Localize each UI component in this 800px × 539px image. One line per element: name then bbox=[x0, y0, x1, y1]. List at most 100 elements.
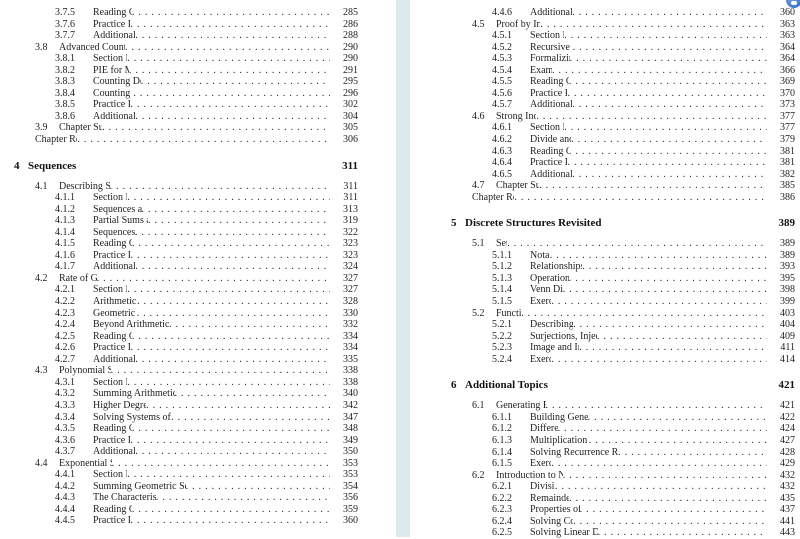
toc-entry[interactable]: 4.6.4 Practice Problems. . . . . . . . . … bbox=[492, 157, 795, 169]
toc-entry[interactable]: 5.2.1 Describing Functions. . . . . . . .… bbox=[492, 319, 795, 331]
toc-entry[interactable]: 4.6.3 Reading Questions. . . . . . . . . … bbox=[492, 146, 795, 158]
entry-label: Chapter Summary bbox=[59, 122, 103, 134]
toc-entry[interactable]: 5.1.4 Venn Diagrams. . . . . . . . . . . … bbox=[492, 284, 795, 296]
toc-entry[interactable]: 4.3 Polynomial Sequences. . . . . . . . .… bbox=[35, 365, 358, 377]
entry-page-number: 335 bbox=[343, 353, 358, 365]
toc-chapter-entry[interactable]: 4 Sequences 311 bbox=[14, 160, 358, 173]
toc-entry[interactable]: 4.4.1 Section Preview. . . . . . . . . . … bbox=[55, 469, 358, 481]
toc-entry[interactable]: 4.5.1 Section Preview. . . . . . . . . . … bbox=[492, 30, 795, 42]
entry-number: 5.2.1 bbox=[492, 319, 512, 331]
toc-entry[interactable]: 4.2.4 Beyond Arithmetic and Geometric Seq… bbox=[55, 319, 358, 331]
toc-entry[interactable]: 3.7.6 Practice Problems. . . . . . . . . … bbox=[55, 19, 358, 31]
entry-number: 6.2.1 bbox=[492, 481, 512, 493]
toc-entry[interactable]: 6.1.1 Building Generating Functions. . . … bbox=[492, 412, 795, 424]
toc-entry[interactable]: 4.1 Describing Sequences. . . . . . . . .… bbox=[35, 181, 358, 193]
toc-entry[interactable]: Chapter Review. . . . . . . . . . . . . … bbox=[472, 192, 795, 204]
notification-badge-icon[interactable] bbox=[786, 0, 800, 8]
toc-chapter-entry[interactable]: 6 Additional Topics 421 bbox=[451, 379, 795, 392]
toc-entry[interactable]: 4.4 Exponential Sequences. . . . . . . . … bbox=[35, 458, 358, 470]
toc-entry[interactable]: 4.2.6 Practice Problems. . . . . . . . . … bbox=[55, 342, 358, 354]
toc-entry[interactable]: 4.6.2 Divide and Conquer. . . . . . . . .… bbox=[492, 134, 795, 146]
toc-entry[interactable]: 5.2.4 Exercises. . . . . . . . . . . . . … bbox=[492, 354, 795, 366]
entry-page-number: 404 bbox=[780, 319, 795, 331]
toc-entry[interactable]: 4.2.5 Reading Questions. . . . . . . . . … bbox=[55, 331, 358, 343]
toc-entry[interactable]: 4.1.4 Sequences in python. . . . . . . . … bbox=[55, 227, 358, 239]
toc-entry[interactable]: 4.3.2 Summing Arithmetic Sequences: Rever… bbox=[55, 388, 358, 400]
toc-entry[interactable]: 4.4.5 Practice Problems. . . . . . . . . … bbox=[55, 515, 358, 527]
toc-entry[interactable]: 3.7.7 Additional Exercises. . . . . . . .… bbox=[55, 30, 358, 42]
toc-entry[interactable]: 4.2 Rate of Growth. . . . . . . . . . . .… bbox=[35, 273, 358, 285]
toc-entry[interactable]: 4.6 Strong Induction. . . . . . . . . . .… bbox=[472, 111, 795, 123]
toc-entry[interactable]: 4.1.5 Reading Questions. . . . . . . . . … bbox=[55, 238, 358, 250]
toc-entry[interactable]: 4.5 Proof by Induction. . . . . . . . . .… bbox=[472, 19, 795, 31]
toc-entry[interactable]: 4.6.5 Additional Exercises. . . . . . . .… bbox=[492, 169, 795, 181]
toc-entry[interactable]: 4.4.4 Reading Questions. . . . . . . . . … bbox=[55, 504, 358, 516]
entry-page-number: 428 bbox=[780, 446, 795, 458]
toc-entry[interactable]: Chapter Review. . . . . . . . . . . . . … bbox=[35, 134, 358, 146]
toc-entry[interactable]: 4.2.3 Geometric Sequences. . . . . . . . … bbox=[55, 308, 358, 320]
toc-entry[interactable]: 4.4.3 The Characteristic Root Technique. … bbox=[55, 492, 358, 504]
toc-entry[interactable]: 3.8.2 PIE for Multisets. . . . . . . . . … bbox=[55, 65, 358, 77]
toc-entry[interactable]: 3.8.1 Section Preview. . . . . . . . . . … bbox=[55, 53, 358, 65]
dot-leader: . . . . . . . . . . . . . . . . . . . . … bbox=[514, 191, 767, 203]
entry-page-number: 435 bbox=[780, 492, 795, 504]
toc-entry[interactable]: 5.1.3 Operations on Sets. . . . . . . . .… bbox=[492, 273, 795, 285]
toc-entry[interactable]: 4.3.3 Higher Degree Polynomials. . . . . … bbox=[55, 400, 358, 412]
toc-chapter-entry[interactable]: 5 Discrete Structures Revisited 389 bbox=[451, 217, 795, 230]
toc-entry[interactable]: 4.2.1 Section Preview. . . . . . . . . . … bbox=[55, 284, 358, 296]
toc-entry[interactable]: 4.1.7 Additional Exercises. . . . . . . .… bbox=[55, 261, 358, 273]
toc-entry[interactable]: 4.5.7 Additional Exercises. . . . . . . .… bbox=[492, 99, 795, 111]
toc-entry[interactable]: 5.1.1 Notation. . . . . . . . . . . . . .… bbox=[492, 250, 795, 262]
toc-entry[interactable]: 6.2.5 Solving Linear Diophantine Equation… bbox=[492, 527, 795, 539]
toc-entry[interactable]: 6.1.3 Multiplication and Partial Sums. . … bbox=[492, 435, 795, 447]
toc-entry[interactable]: 3.8 Advanced Counting Using PIE. . . . . … bbox=[35, 42, 358, 54]
toc-entry[interactable]: 4.2.2 Arithmetic Sequences. . . . . . . .… bbox=[55, 296, 358, 308]
toc-entry[interactable]: 3.9 Chapter Summary. . . . . . . . . . . … bbox=[35, 122, 358, 134]
toc-entry[interactable]: 4.6.1 Section Preview. . . . . . . . . . … bbox=[492, 122, 795, 134]
toc-entry[interactable]: 4.3.4 Solving Systems of Equations with T… bbox=[55, 412, 358, 424]
toc-entry[interactable]: 3.8.5 Practice Problems. . . . . . . . . … bbox=[55, 99, 358, 111]
toc-entry[interactable]: 3.7.5 Reading Questions. . . . . . . . . … bbox=[55, 7, 358, 19]
toc-entry[interactable]: 6.2.2 Remainder Classes. . . . . . . . . … bbox=[492, 493, 795, 505]
toc-entry[interactable]: 6.1.2 Differencing. . . . . . . . . . . .… bbox=[492, 423, 795, 435]
toc-entry[interactable]: 4.3.5 Reading Questions. . . . . . . . . … bbox=[55, 423, 358, 435]
entry-label: Examples bbox=[530, 64, 552, 76]
toc-entry[interactable]: 4.5.2 Recursive Reasoning. . . . . . . . … bbox=[492, 42, 795, 54]
toc-entry[interactable]: 6.2 Introduction to Number Theory. . . . … bbox=[472, 470, 795, 482]
toc-entry[interactable]: 4.3.7 Additional Exercises. . . . . . . .… bbox=[55, 446, 358, 458]
toc-entry[interactable]: 4.1.2 Sequences and Formulas. . . . . . .… bbox=[55, 204, 358, 216]
toc-entry[interactable]: 4.5.4 Examples. . . . . . . . . . . . . .… bbox=[492, 65, 795, 77]
entry-label: Divisibility bbox=[530, 481, 555, 493]
toc-entry[interactable]: 4.3.6 Practice Problems. . . . . . . . . … bbox=[55, 435, 358, 447]
toc-entry[interactable]: 6.1.4 Solving Recurrence Relations with G… bbox=[492, 447, 795, 459]
toc-entry[interactable]: 5.1 Sets. . . . . . . . . . . . . . . . .… bbox=[472, 238, 795, 250]
toc-entry[interactable]: 6.2.1 Divisibility. . . . . . . . . . . .… bbox=[492, 481, 795, 493]
toc-entry[interactable]: 5.1.5 Exercises. . . . . . . . . . . . . … bbox=[492, 296, 795, 308]
toc-entry[interactable]: 6.1 Generating Functions. . . . . . . . .… bbox=[472, 400, 795, 412]
toc-entry[interactable]: 4.1.6 Practice Problems. . . . . . . . . … bbox=[55, 250, 358, 262]
toc-entry[interactable]: 4.4.6 Additional Exercises. . . . . . . .… bbox=[492, 7, 795, 19]
toc-entry[interactable]: 4.5.3 Formalizing Proofs. . . . . . . . .… bbox=[492, 53, 795, 65]
toc-entry[interactable]: 6.2.4 Solving Congruences. . . . . . . . … bbox=[492, 516, 795, 528]
toc-entry[interactable]: 6.2.3 Properties of Congruence. . . . . .… bbox=[492, 504, 795, 516]
toc-entry[interactable]: 3.8.3 Counting Derangements. . . . . . . … bbox=[55, 76, 358, 88]
toc-entry[interactable]: 5.2 Functions. . . . . . . . . . . . . . … bbox=[472, 308, 795, 320]
toc-entry[interactable]: 4.1.3 Partial Sums and Differences. . . .… bbox=[55, 215, 358, 227]
toc-entry[interactable]: 4.3.1 Section Preview. . . . . . . . . . … bbox=[55, 377, 358, 389]
toc-entry[interactable]: 4.5.6 Practice Problems. . . . . . . . . … bbox=[492, 88, 795, 100]
toc-entry[interactable]: 5.1.2 Relationships between Sets. . . . .… bbox=[492, 261, 795, 273]
entry-label: Additional Exercises bbox=[530, 99, 573, 111]
dot-leader: . . . . . . . . . . . . . . . . . . . . … bbox=[572, 7, 767, 18]
toc-entry[interactable]: 6.1.5 Exercises. . . . . . . . . . . . . … bbox=[492, 458, 795, 470]
toc-entry[interactable]: 4.7 Chapter Summary. . . . . . . . . . . … bbox=[472, 180, 795, 192]
toc-entry[interactable]: 4.5.5 Reading Questions. . . . . . . . . … bbox=[492, 76, 795, 88]
dot-leader: . . . . . . . . . . . . . . . . . . . . … bbox=[124, 41, 330, 53]
toc-entry[interactable]: 4.4.2 Summing Geometric Sequences: Multip… bbox=[55, 481, 358, 493]
toc-entry[interactable]: 3.8.4 Counting Functions. . . . . . . . .… bbox=[55, 88, 358, 100]
dot-leader: . . . . . . . . . . . . . . . . . . . . … bbox=[128, 64, 330, 76]
toc-entry[interactable]: 5.2.2 Surjections, Injections, and Biject… bbox=[492, 331, 795, 343]
toc-entry[interactable]: 3.8.6 Additional Exercises. . . . . . . .… bbox=[55, 111, 358, 123]
toc-entry[interactable]: 4.2.7 Additional Exercises. . . . . . . .… bbox=[55, 354, 358, 366]
toc-entry[interactable]: 4.1.1 Section Preview. . . . . . . . . . … bbox=[55, 192, 358, 204]
toc-entry[interactable]: 5.2.3 Image and Inverse Image. . . . . . … bbox=[492, 342, 795, 354]
